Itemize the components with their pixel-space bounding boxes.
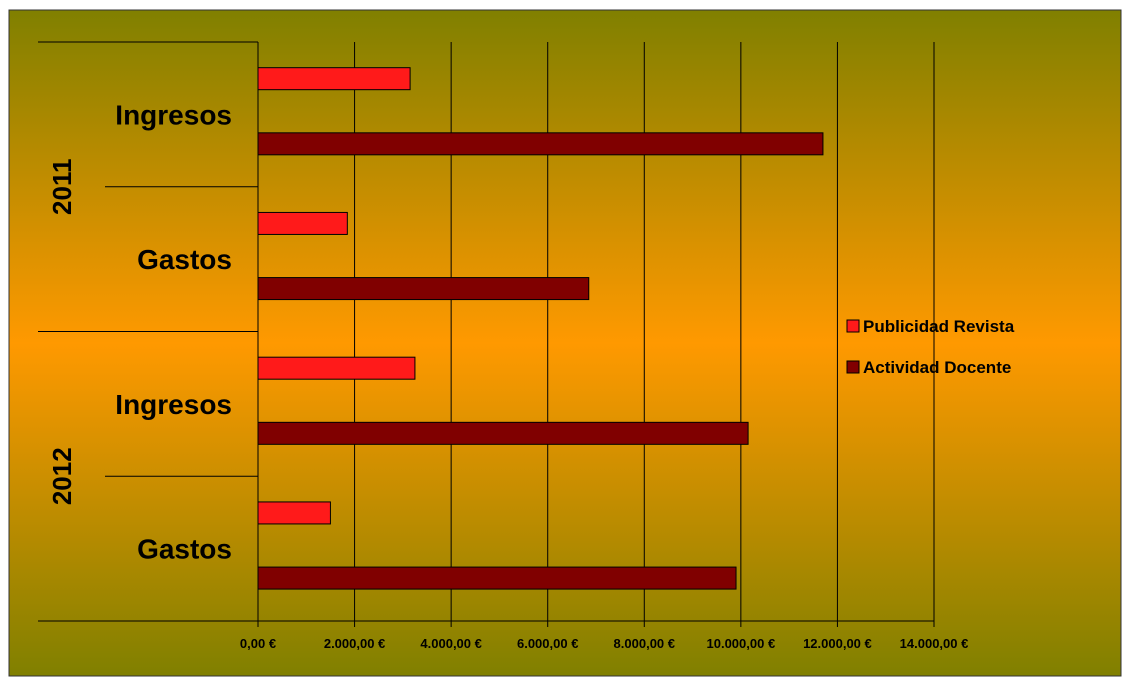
chart-background [8, 9, 1122, 677]
x-tick-label: 8.000,00 € [614, 636, 675, 651]
bar-publicidad-revista [257, 211, 348, 235]
year-label: 2011 [47, 159, 77, 215]
category-label: Ingresos [115, 99, 232, 130]
legend-swatch [846, 360, 860, 374]
legend-label: Actividad Docente [863, 358, 1011, 377]
x-tick-label: 14.000,00 € [900, 636, 969, 651]
x-tick-label: 2.000,00 € [324, 636, 385, 651]
x-tick-label: 0,00 € [240, 636, 276, 651]
bar-actividad-docente [257, 421, 749, 445]
x-tick-label: 12.000,00 € [803, 636, 872, 651]
category-label: Ingresos [115, 389, 232, 420]
category-label: Gastos [137, 534, 232, 565]
x-tick-label: 10.000,00 € [707, 636, 776, 651]
bar-publicidad-revista [257, 67, 411, 91]
year-label: 2012 [47, 447, 77, 505]
x-tick-label: 6.000,00 € [517, 636, 578, 651]
legend-swatch [846, 319, 860, 333]
bar-publicidad-revista [257, 356, 416, 380]
bar-actividad-docente [257, 566, 737, 590]
bar-actividad-docente [257, 277, 590, 301]
x-tick-label: 4.000,00 € [420, 636, 481, 651]
bar-actividad-docente [257, 132, 824, 156]
bar-publicidad-revista [257, 501, 331, 525]
category-label: Gastos [137, 244, 232, 275]
legend-label: Publicidad Revista [863, 317, 1015, 336]
